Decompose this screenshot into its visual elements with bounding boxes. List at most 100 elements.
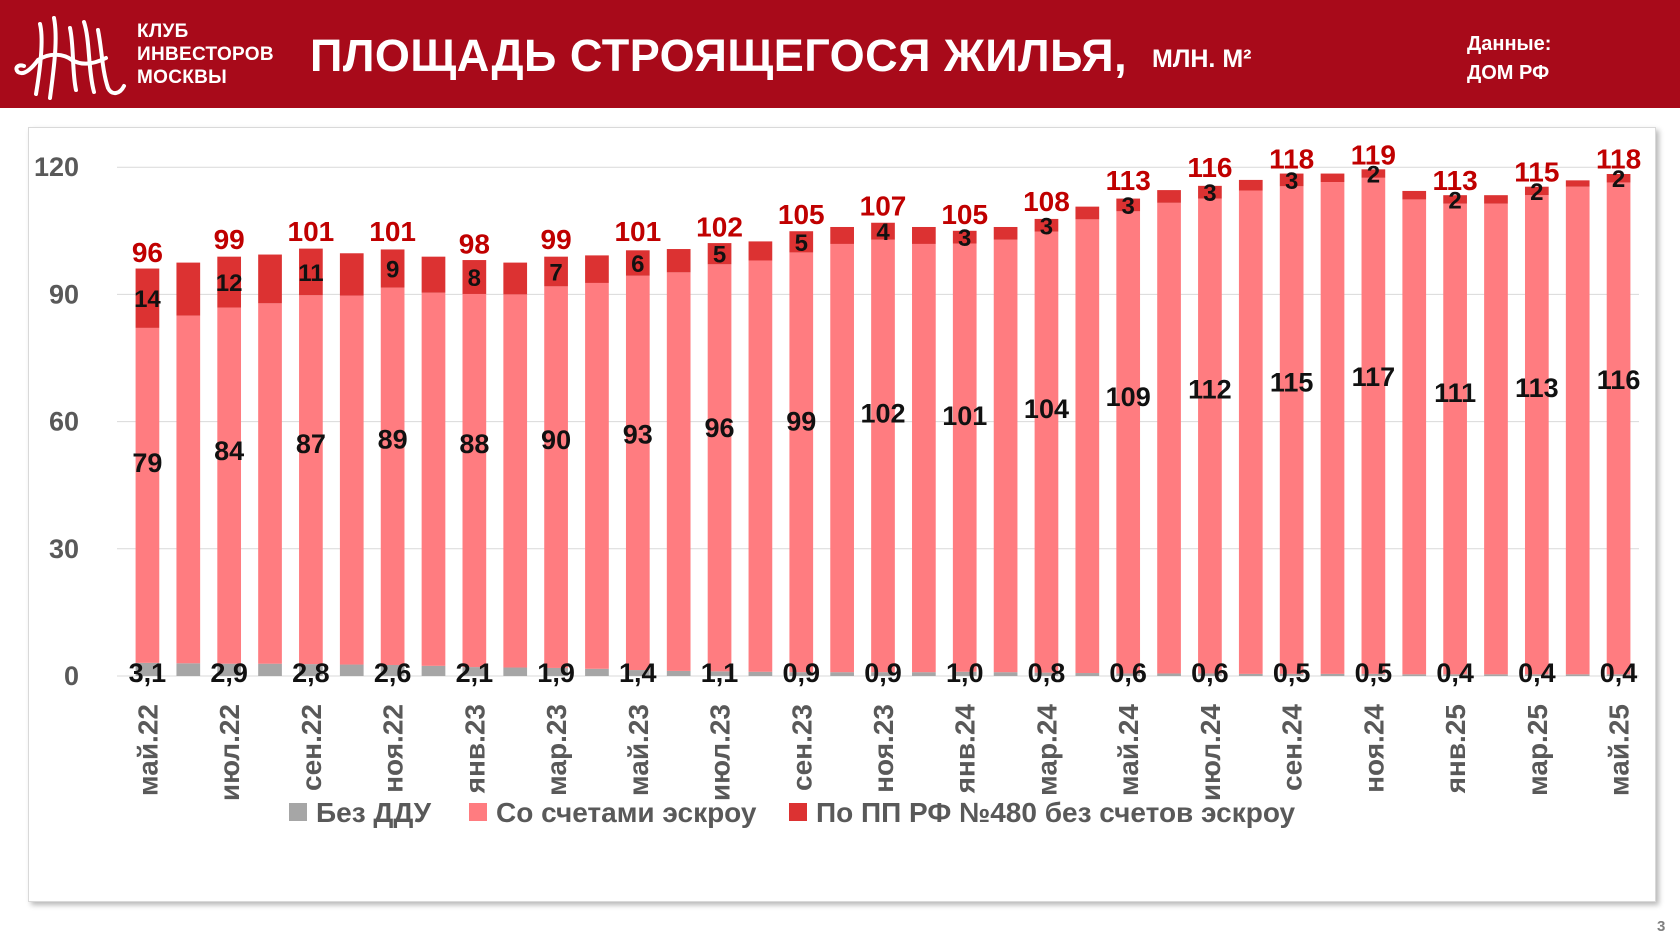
bar-segment — [503, 294, 528, 668]
x-tick-label: май.22 — [132, 704, 163, 796]
bar-segment — [830, 243, 854, 673]
stacked-bar-chart: 03060901203,1791496май.222,9841299июл.22… — [34, 139, 1641, 828]
x-tick-label: ноя.23 — [868, 704, 899, 793]
y-tick-label: 0 — [64, 661, 79, 691]
data-source-line: ДОМ РФ — [1467, 62, 1550, 84]
club-name-line: ИНВЕСТОРОВ — [137, 44, 274, 65]
data-label: 0,5 — [1355, 658, 1393, 688]
bar-segment — [1361, 169, 1386, 178]
bar-segment — [421, 292, 446, 666]
data-label: 99 — [786, 406, 816, 436]
bar-segment — [585, 282, 609, 669]
bar-segment — [1443, 674, 1467, 676]
bar-segment — [258, 663, 282, 676]
x-tick-label: ноя.22 — [378, 704, 409, 793]
bar-segment — [1034, 218, 1059, 232]
club-name-line: КЛУБ — [137, 21, 189, 42]
x-tick-label: май.23 — [623, 704, 654, 796]
bar-segment — [1238, 673, 1263, 676]
data-label: 102 — [860, 399, 905, 429]
legend-swatch — [789, 803, 807, 821]
bar-segment — [1116, 673, 1141, 676]
bar-segment — [993, 239, 1018, 673]
data-label: 14 — [134, 286, 161, 313]
bar-segment — [1402, 674, 1427, 676]
data-label: 2,1 — [456, 658, 494, 688]
x-tick-label: сен.22 — [296, 704, 327, 791]
bar-segment — [625, 670, 650, 676]
bar-segment — [789, 231, 814, 253]
total-label: 98 — [459, 228, 490, 259]
bar-segment — [1075, 673, 1100, 676]
total-label: 118 — [1269, 144, 1314, 175]
total-label: 119 — [1351, 139, 1396, 170]
bar-segment — [871, 222, 895, 240]
bar-segment — [462, 260, 487, 294]
x-tick-label: мар.24 — [1031, 704, 1062, 796]
data-label: 109 — [1106, 382, 1151, 412]
total-label: 107 — [860, 190, 907, 221]
club-logo-icon — [14, 16, 126, 100]
bar-segment — [1606, 173, 1631, 183]
data-label: 9 — [386, 257, 399, 284]
bar-segment — [217, 256, 242, 308]
bar-segment — [871, 672, 895, 676]
x-tick-label: сен.23 — [786, 704, 817, 791]
bar-segment — [339, 664, 364, 676]
bar-segment — [217, 307, 242, 664]
legend-swatch — [469, 803, 487, 821]
total-label: 99 — [214, 224, 245, 255]
bar-segment — [625, 250, 650, 276]
bar-segment — [1565, 674, 1590, 676]
data-label: 2 — [1530, 179, 1543, 206]
club-name: КЛУБ ИНВЕСТОРОВ МОСКВЫ — [137, 20, 274, 89]
bar-segment — [1075, 206, 1100, 220]
total-label: 101 — [288, 216, 335, 247]
data-label: 93 — [623, 419, 653, 449]
total-label: 116 — [1187, 152, 1232, 183]
data-label: 0,4 — [1518, 658, 1556, 688]
data-label: 2 — [1448, 187, 1461, 214]
chart-panel: 0 30 60 90 120 3,1 79 14 96 май.22 2,9 84 12 99 июл.22… — [28, 127, 1656, 902]
bar-segment — [258, 254, 282, 304]
data-label: 0,6 — [1109, 658, 1147, 688]
bar-segment — [1279, 186, 1304, 674]
data-label: 0,5 — [1273, 658, 1311, 688]
header-banner: КЛУБ ИНВЕСТОРОВ МОСКВЫ ПЛОЩАДЬ СТРОЯЩЕГО… — [0, 0, 1680, 108]
bar-segment — [585, 668, 609, 676]
bar-segment — [1565, 186, 1590, 675]
bar-segment — [1320, 173, 1345, 183]
x-tick-label: май.25 — [1604, 704, 1635, 796]
bar-segment — [1034, 672, 1059, 676]
data-label: 87 — [296, 429, 326, 459]
data-label: 0,8 — [1028, 658, 1066, 688]
x-tick-label: июл.22 — [214, 704, 245, 801]
x-tick-label: мар.25 — [1522, 704, 1553, 796]
data-label: 117 — [1352, 362, 1396, 392]
data-label: 4 — [876, 219, 890, 246]
x-tick-label: сен.24 — [1277, 704, 1308, 791]
x-tick-label: янв.24 — [950, 704, 981, 795]
bar-segment — [339, 295, 364, 665]
x-tick-label: июл.23 — [705, 704, 736, 801]
data-label: 3,1 — [129, 658, 167, 688]
total-label: 118 — [1596, 144, 1641, 175]
bar-segment — [666, 249, 691, 273]
y-tick-label: 90 — [49, 279, 79, 309]
data-label: 1,4 — [619, 658, 657, 688]
y-tick-label: 60 — [49, 407, 79, 437]
bar-segment — [1361, 673, 1386, 676]
bar-segment — [1279, 673, 1304, 676]
bar-segment — [380, 664, 405, 676]
bar-segment — [1198, 198, 1222, 674]
data-label: 0,4 — [1436, 658, 1474, 688]
data-label: 89 — [378, 425, 408, 455]
data-label: 2,8 — [292, 658, 330, 688]
bar-segment — [585, 255, 609, 283]
bar-segment — [1157, 202, 1181, 674]
bar-segment — [1524, 195, 1549, 675]
bar-segment — [830, 672, 854, 676]
data-label: 3 — [1122, 193, 1135, 220]
data-label: 0,9 — [864, 658, 902, 688]
total-label: 113 — [1433, 165, 1478, 196]
